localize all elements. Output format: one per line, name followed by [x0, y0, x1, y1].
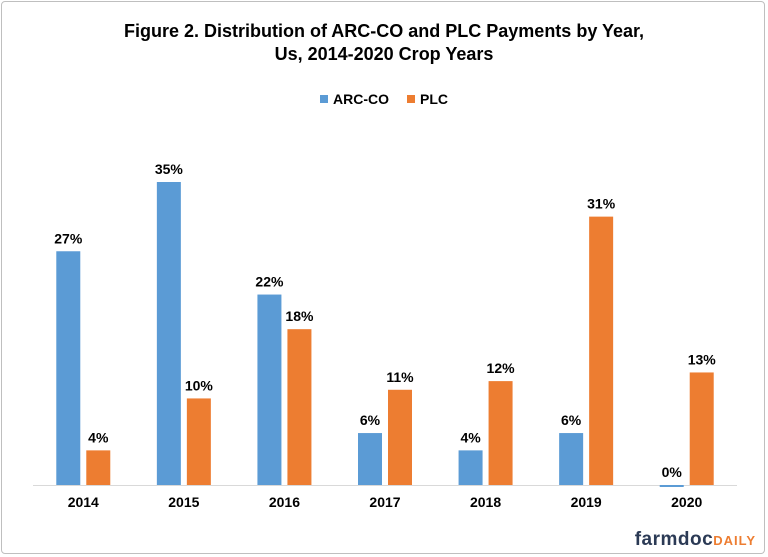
data-label-plc-2014: 4% — [88, 429, 109, 445]
legend-swatch-plc — [407, 95, 415, 103]
bar-plc-2016 — [287, 329, 312, 485]
bar-plc-2015 — [186, 398, 211, 485]
data-label-plc-2020: 13% — [688, 351, 717, 367]
legend-item-arc-co: ARC-CO — [320, 91, 389, 107]
data-label-arc-co-2017: 6% — [360, 412, 381, 428]
bar-plc-2014 — [86, 450, 111, 485]
bar-arc-co-2018 — [458, 450, 483, 485]
data-label-arc-co-2014: 27% — [54, 230, 83, 246]
x-tick-label-2017: 2017 — [369, 494, 400, 510]
legend-label-arc-co: ARC-CO — [333, 91, 389, 107]
data-label-arc-co-2016: 22% — [255, 274, 284, 290]
data-label-arc-co-2018: 4% — [460, 429, 481, 445]
bar-plc-2018 — [488, 381, 513, 485]
x-tick-label-2018: 2018 — [470, 494, 501, 510]
bar-arc-co-2017 — [358, 433, 382, 485]
bar-arc-co-2014 — [56, 251, 81, 485]
logo-accent: DAILY — [713, 533, 756, 548]
bar-arc-co-2015 — [156, 182, 181, 485]
bar-plc-2017 — [388, 389, 412, 485]
bar-arc-co-2019 — [559, 433, 584, 485]
data-label-plc-2019: 31% — [587, 196, 616, 212]
x-tick-label-2016: 2016 — [269, 494, 300, 510]
bar-arc-co-2020 — [659, 485, 684, 487]
data-label-plc-2015: 10% — [185, 377, 214, 393]
x-tick-label-2019: 2019 — [571, 494, 602, 510]
chart-title: Figure 2. Distribution of ARC-CO and PLC… — [0, 20, 768, 66]
data-label-arc-co-2020: 0% — [662, 464, 683, 480]
logo-main: farmdoc — [634, 529, 714, 550]
data-label-plc-2018: 12% — [487, 360, 516, 376]
bar-plc-2019 — [589, 216, 614, 485]
data-label-arc-co-2015: 35% — [155, 161, 184, 177]
bar-arc-co-2016 — [257, 294, 282, 485]
legend: ARC-CO PLC — [0, 91, 768, 107]
legend-swatch-arc-co — [320, 95, 328, 103]
x-tick-label-2014: 2014 — [68, 494, 99, 510]
title-line-1: Figure 2. Distribution of ARC-CO and PLC… — [123, 21, 645, 41]
bar-plc-2020 — [689, 372, 714, 485]
legend-item-plc: PLC — [407, 91, 448, 107]
x-tick-label-2015: 2015 — [168, 494, 199, 510]
legend-label-plc: PLC — [420, 91, 448, 107]
data-label-arc-co-2019: 6% — [561, 412, 582, 428]
title-line-2: Us, 2014-2020 Crop Years — [274, 44, 494, 64]
data-label-plc-2016: 18% — [285, 308, 314, 324]
data-label-plc-2017: 11% — [386, 369, 414, 385]
x-tick-label-2020: 2020 — [671, 494, 702, 510]
farmdoc-daily-logo: farmdocDAILY — [635, 529, 756, 551]
